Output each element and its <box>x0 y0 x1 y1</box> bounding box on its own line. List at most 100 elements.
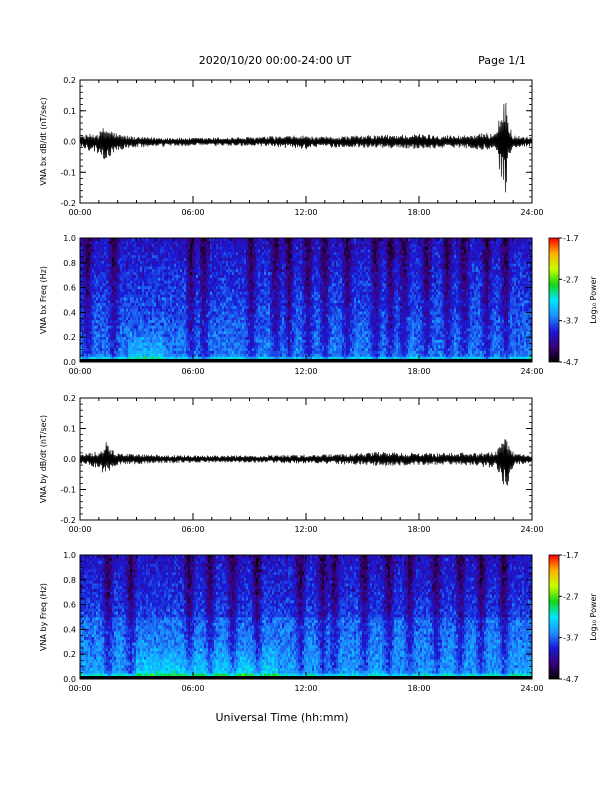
spectrogram-cell <box>286 354 288 357</box>
spectrogram-cell <box>260 294 262 297</box>
spectrogram-cell <box>116 354 118 357</box>
spectrogram-cell <box>82 241 84 244</box>
spectrogram-cell <box>132 280 134 283</box>
spectrogram-cell <box>194 303 196 306</box>
spectrogram-cell <box>270 289 272 292</box>
spectrogram-cell <box>182 255 184 258</box>
spectrogram-cell <box>88 283 90 286</box>
spectrogram-cell <box>132 241 134 244</box>
spectrogram-cell <box>212 303 214 306</box>
spectrogram-cell <box>128 342 130 345</box>
spectrogram-cell <box>266 297 268 300</box>
spectrogram-cell <box>126 351 128 354</box>
spectrogram-cell <box>228 306 230 309</box>
spectrogram-cell <box>250 289 252 292</box>
spectrogram-cell <box>208 297 210 300</box>
spectrogram-cell <box>98 331 100 334</box>
spectrogram-cell <box>140 277 142 280</box>
spectrogram-cell <box>116 289 118 292</box>
spectrogram-cell <box>278 317 280 320</box>
spectrogram-cell <box>236 286 238 289</box>
spectrogram-cell <box>106 297 108 300</box>
spectrogram-cell <box>154 323 156 326</box>
spectrogram-cell <box>264 303 266 306</box>
spectrogram-cell <box>84 306 86 309</box>
spectrogram-cell <box>190 261 192 264</box>
spectrogram-cell <box>216 277 218 280</box>
spectrogram-cell <box>96 306 98 309</box>
spectrogram-cell <box>218 306 220 309</box>
spectrogram-cell <box>260 306 262 309</box>
spectrogram-cell <box>268 258 270 261</box>
spectrogram-cell <box>230 246 232 249</box>
spectrogram-cell <box>124 275 126 278</box>
spectrogram-cell <box>214 311 216 314</box>
spectrogram-cell <box>222 277 224 280</box>
spectrogram-cell <box>94 286 96 289</box>
spectrogram-cell <box>270 272 272 275</box>
spectrogram-cell <box>288 249 290 252</box>
spectrogram-cell <box>222 314 224 317</box>
spectrogram-cell <box>208 300 210 303</box>
spectrogram-cell <box>130 244 132 247</box>
spectrogram-cell <box>232 328 234 331</box>
spectrogram-cell <box>134 303 136 306</box>
spectrogram-cell <box>138 342 140 345</box>
spectrogram-cell <box>266 354 268 357</box>
spectrogram-cell <box>196 263 198 266</box>
spectrogram-cell <box>152 328 154 331</box>
spectrogram-cell <box>132 266 134 269</box>
spectrogram-cell <box>186 328 188 331</box>
spectrogram-cell <box>156 244 158 247</box>
spectrogram-cell <box>230 297 232 300</box>
spectrogram-cell <box>288 311 290 314</box>
spectrogram-cell <box>204 241 206 244</box>
spectrogram-cell <box>284 323 286 326</box>
spectrogram-cell <box>184 286 186 289</box>
spectrogram-cell <box>118 261 120 264</box>
spectrogram-cell <box>148 348 150 351</box>
spectrogram-cell <box>170 246 172 249</box>
spectrogram-cell <box>188 266 190 269</box>
spectrogram-cell <box>224 334 226 337</box>
spectrogram-cell <box>238 314 240 317</box>
spectrogram-cell <box>108 325 110 328</box>
spectrogram-cell <box>288 280 290 283</box>
spectrogram-cell <box>190 266 192 269</box>
spectrogram-cell <box>252 306 254 309</box>
spectrogram-cell <box>222 241 224 244</box>
spectrogram-cell <box>86 261 88 264</box>
spectrogram-cell <box>262 246 264 249</box>
spectrogram-cell <box>264 331 266 334</box>
spectrogram-cell <box>168 258 170 261</box>
spectrogram-cell <box>218 297 220 300</box>
spectrogram-cell <box>238 334 240 337</box>
spectrogram-cell <box>168 331 170 334</box>
spectrogram-cell <box>140 283 142 286</box>
spectrogram-cell <box>98 334 100 337</box>
spectrogram-cell <box>134 272 136 275</box>
spectrogram-cell <box>140 306 142 309</box>
spectrogram-cell <box>282 292 284 295</box>
spectrogram-cell <box>124 272 126 275</box>
spectrogram-cell <box>100 249 102 252</box>
spectrogram-cell <box>262 252 264 255</box>
spectrogram-cell <box>250 277 252 280</box>
spectrogram-cell <box>290 325 292 328</box>
spectrogram-cell <box>248 258 250 261</box>
spectrogram-cell <box>116 317 118 320</box>
spectrogram-cell <box>176 348 178 351</box>
spectrogram-cell <box>148 275 150 278</box>
spectrogram-cell <box>294 303 296 306</box>
spectrogram-cell <box>200 266 202 269</box>
spectrogram-cell <box>218 280 220 283</box>
spectrogram-cell <box>158 294 160 297</box>
spectrogram-cell <box>286 317 288 320</box>
spectrogram-cell <box>232 272 234 275</box>
spectrogram-cell <box>118 280 120 283</box>
spectrogram-cell <box>272 306 274 309</box>
spectrogram-cell <box>212 323 214 326</box>
spectrogram-cell <box>260 289 262 292</box>
spectrogram-cell <box>290 252 292 255</box>
spectrogram-cell <box>116 286 118 289</box>
